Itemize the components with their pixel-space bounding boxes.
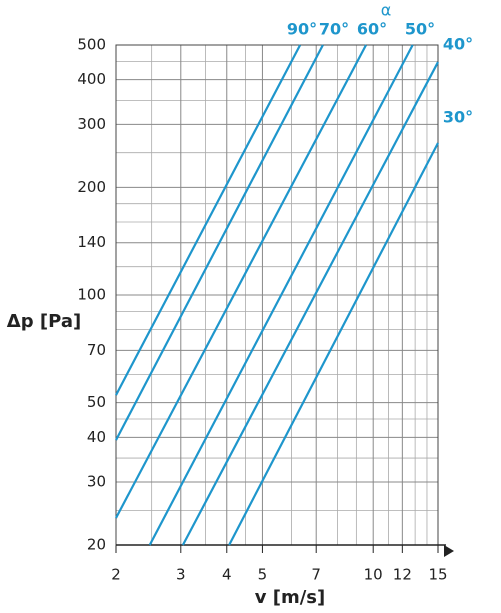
x-tick-label: 7 [311, 566, 321, 584]
alpha-label: α [381, 1, 392, 20]
y-tick-label: 200 [77, 178, 106, 196]
data-line [115, 44, 324, 441]
y-tick-label: 500 [77, 36, 106, 54]
y-tick-label: 100 [77, 286, 106, 304]
y-tick-label: 140 [77, 233, 106, 251]
y-tick-label: 40 [87, 428, 106, 446]
x-tick-label: 2 [111, 566, 121, 584]
series-label: 30° [443, 108, 473, 127]
y-axis-label: Δp [Pa] [7, 311, 81, 332]
series-label: 40° [443, 35, 473, 54]
data-line [115, 44, 302, 396]
x-tick-label: 10 [364, 566, 383, 584]
series-label: 90° [287, 20, 317, 39]
y-tick-label: 20 [87, 536, 106, 554]
y-tick-label: 70 [87, 341, 106, 359]
x-axis-label: v [m/s] [255, 587, 326, 608]
data-line [181, 61, 439, 546]
data-line [148, 44, 414, 546]
x-tick-label: 4 [222, 566, 232, 584]
y-tick-label: 30 [87, 473, 106, 491]
x-tick-label: 12 [393, 566, 412, 584]
data-line [115, 44, 367, 519]
x-tick-label: 3 [176, 566, 186, 584]
series-label: 50° [405, 20, 435, 39]
x-tick-label: 5 [258, 566, 268, 584]
series-label: 60° [357, 20, 387, 39]
y-tick-label: 400 [77, 70, 106, 88]
series-label: 70° [319, 20, 349, 39]
x-axis-arrow [444, 545, 454, 557]
y-tick-label: 50 [87, 393, 106, 411]
y-tick-label: 300 [77, 115, 106, 133]
data-line [228, 142, 439, 546]
x-tick-label: 15 [428, 566, 447, 584]
